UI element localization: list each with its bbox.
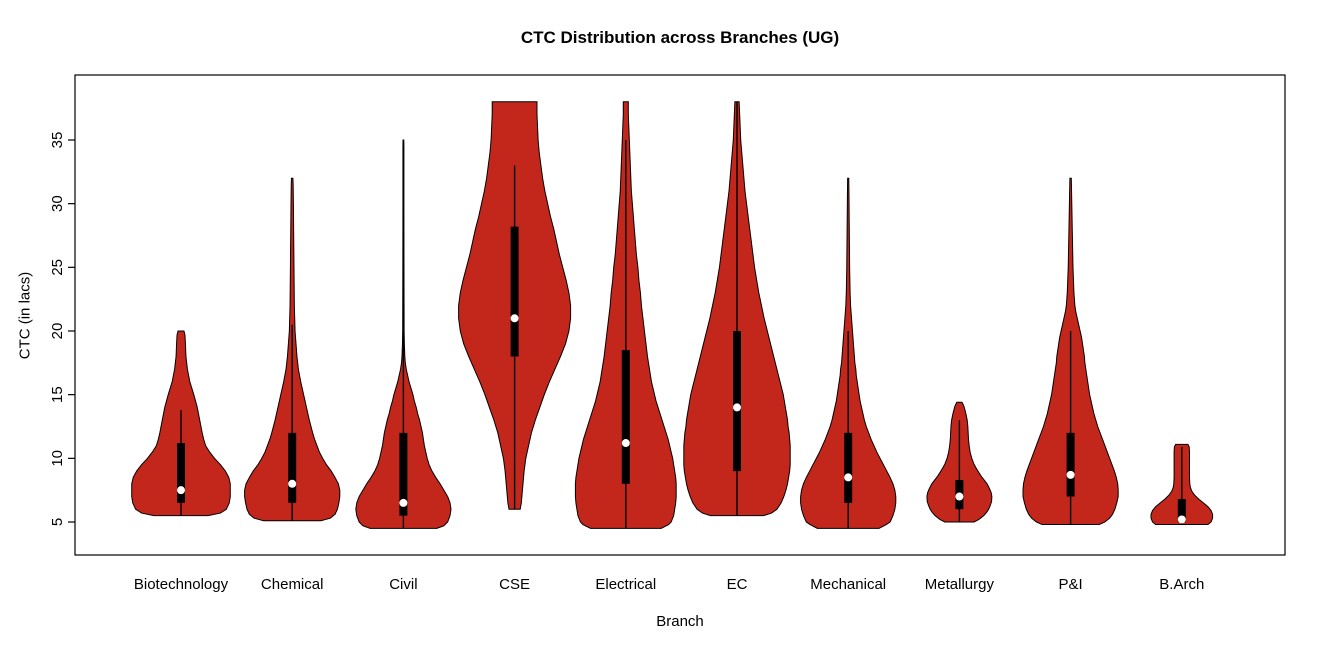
plot-border <box>74 74 1286 556</box>
x-axis-label: Branch <box>656 613 704 630</box>
y-tick-label: 35 <box>49 132 66 149</box>
y-tick-label: 5 <box>49 518 66 526</box>
x-category-label: Metallurgy <box>925 576 995 593</box>
x-category-label: Chemical <box>261 576 324 593</box>
median-dot-Mechanical <box>844 473 853 482</box>
x-category-label: Mechanical <box>810 576 886 593</box>
y-tick-label: 30 <box>49 195 66 212</box>
x-category-label: P&I <box>1059 576 1083 593</box>
median-dot-Metallurgy <box>955 492 964 501</box>
y-tick-label: 25 <box>49 259 66 276</box>
median-dot-CSE <box>510 314 519 323</box>
median-dot-Civil <box>399 498 408 507</box>
x-category-label: Electrical <box>595 576 656 593</box>
median-dot-Biotechnology <box>177 486 185 495</box>
y-tick-label: 20 <box>49 323 66 340</box>
y-tick-label: 10 <box>49 450 66 467</box>
median-dot-Chemical <box>288 479 297 488</box>
x-category-label: CSE <box>499 576 530 593</box>
x-category-label: Biotechnology <box>134 576 229 593</box>
median-dot-Electrical <box>621 439 630 448</box>
y-tick-label: 15 <box>49 386 66 403</box>
chart-title: CTC Distribution across Branches (UG) <box>520 28 840 47</box>
x-category-label: Civil <box>389 576 417 593</box>
median-dot-P&I <box>1066 470 1075 479</box>
x-category-label: EC <box>727 576 748 593</box>
median-dot-B.Arch <box>1177 515 1186 524</box>
median-dot-EC <box>733 403 741 412</box>
x-category-label: B.Arch <box>1159 576 1204 593</box>
